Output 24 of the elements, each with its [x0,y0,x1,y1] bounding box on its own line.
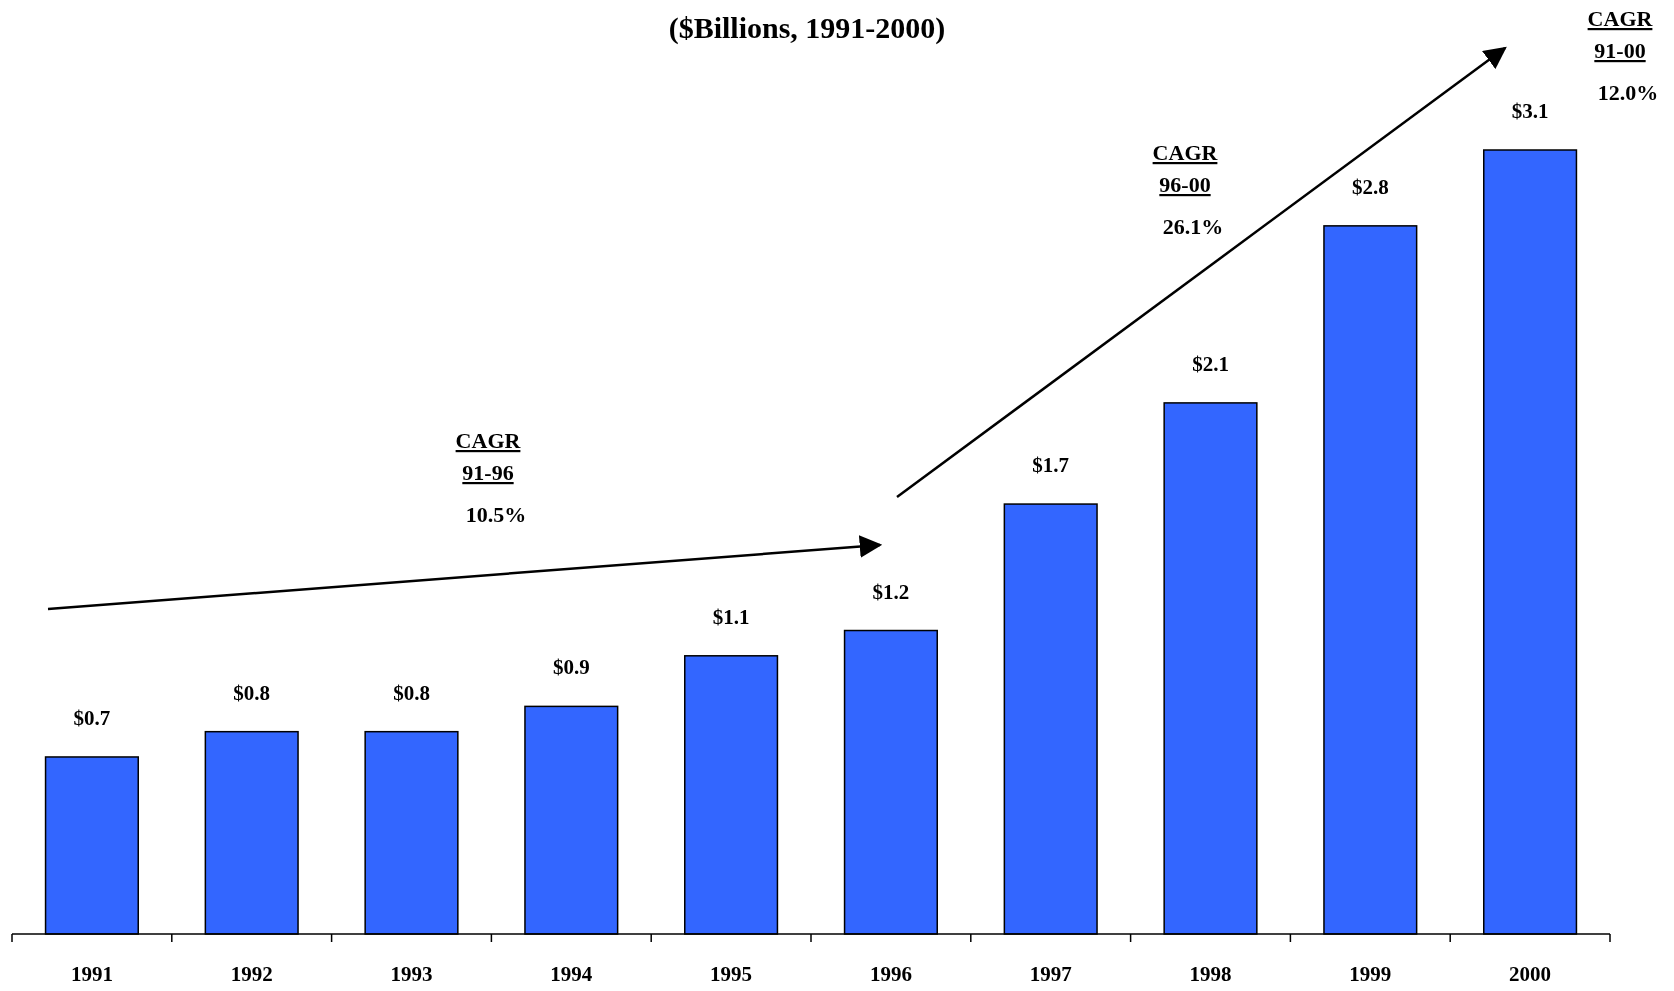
x-tick-label: 1997 [1029,962,1072,986]
data-label: $1.7 [1032,453,1070,478]
data-label: $3.1 [1511,99,1549,123]
data-label: $0.7 [73,705,111,730]
x-tick-label: 1995 [710,962,753,986]
x-tick-label: 2000 [1509,962,1552,986]
x-tick-label: 1999 [1349,962,1392,986]
x-tick-label: 1994 [550,962,593,986]
data-label: $0.8 [233,680,271,705]
data-label: $1.2 [872,579,910,604]
data-label: $2.8 [1351,174,1389,199]
chart-title: ($Billions, 1991-2000) [668,11,946,45]
x-tick-label: 1998 [1189,962,1232,986]
data-label: $1.1 [712,604,750,629]
x-tick-label: 1993 [390,962,433,986]
annotation: CAGR 91-96 10.5% [455,428,527,527]
annotation: CAGR 96-00 26.1% [1152,140,1224,239]
x-tick-label: 1996 [869,962,912,986]
data-label: $0.8 [393,680,430,705]
x-tick-label: 1991 [70,962,113,986]
x-tick-label: 1992 [230,962,273,986]
data-label: $2.1 [1192,351,1229,376]
data-label: $0.9 [552,655,590,680]
text: CAGR 91-00 12.0% [1587,6,1659,105]
